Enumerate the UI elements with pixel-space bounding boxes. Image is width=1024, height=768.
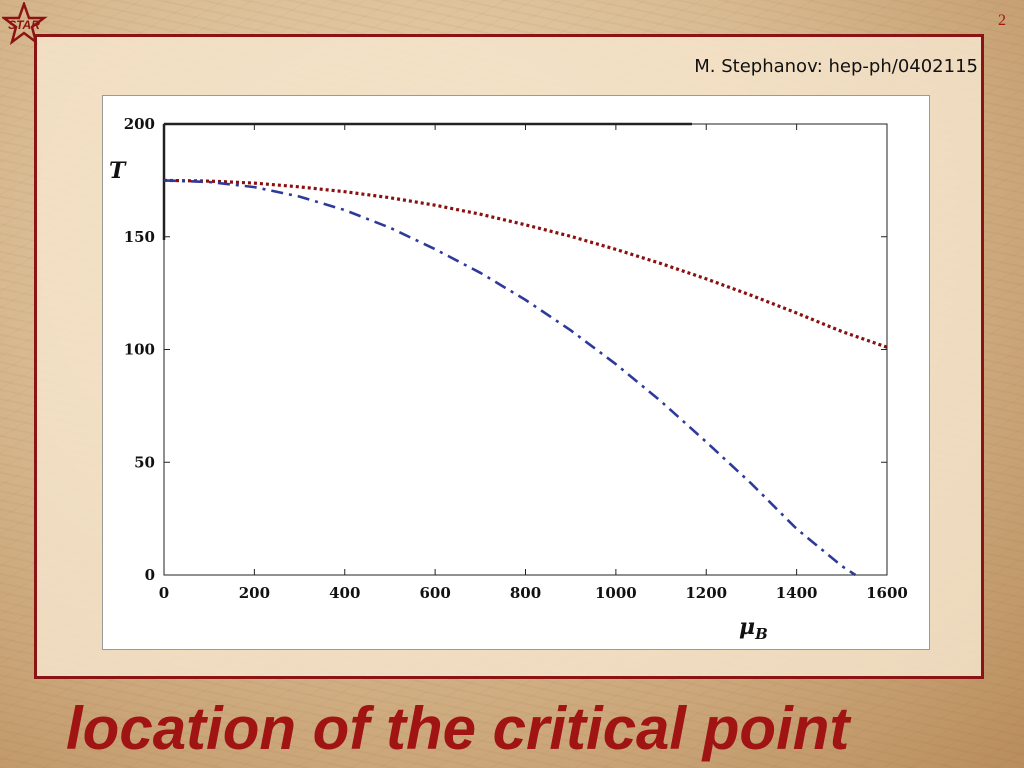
x-tick-label: 800 xyxy=(510,584,541,602)
x-axis-title: μB xyxy=(739,614,768,643)
chart-panel: 0 200 400 600 800 1000 1200 1400 1600 0 50 100 150 20… xyxy=(102,95,930,650)
star-logo: STAR xyxy=(2,2,48,46)
y-axis-title: T xyxy=(109,158,127,184)
y-tick-label: 150 xyxy=(124,228,155,246)
x-axis-title-subscript: B xyxy=(754,625,768,643)
x-tick-label: 1400 xyxy=(776,584,818,602)
series-line-dashdot xyxy=(163,179,857,577)
series-lines xyxy=(163,178,888,577)
x-tick-label: 200 xyxy=(239,584,270,602)
citation: M. Stephanov: hep-ph/0402115 xyxy=(694,56,978,77)
tick-labels: 0 200 400 600 800 1000 1200 1400 1600 0 50 100 150 20… xyxy=(124,115,908,602)
y-tick-label: 200 xyxy=(124,115,155,133)
y-tick-label: 50 xyxy=(134,453,155,471)
y-tick-label: 0 xyxy=(145,566,155,584)
x-tick-label: 1200 xyxy=(685,584,727,602)
slide-title: location of the critical point xyxy=(66,695,850,762)
y-tick-label: 100 xyxy=(124,341,155,359)
phase-diagram-chart: 0 200 400 600 800 1000 1200 1400 1600 0 50 100 150 20… xyxy=(109,115,908,643)
series-line-dotted xyxy=(163,178,888,349)
x-tick-label: 1000 xyxy=(595,584,637,602)
x-tick-label: 0 xyxy=(159,584,169,602)
x-tick-label: 1600 xyxy=(866,584,908,602)
x-tick-label: 400 xyxy=(329,584,360,602)
page-number: 2 xyxy=(998,12,1006,29)
x-axis-title-main: μ xyxy=(739,614,755,640)
logo-text: STAR xyxy=(8,18,40,32)
x-tick-label: 600 xyxy=(419,584,450,602)
